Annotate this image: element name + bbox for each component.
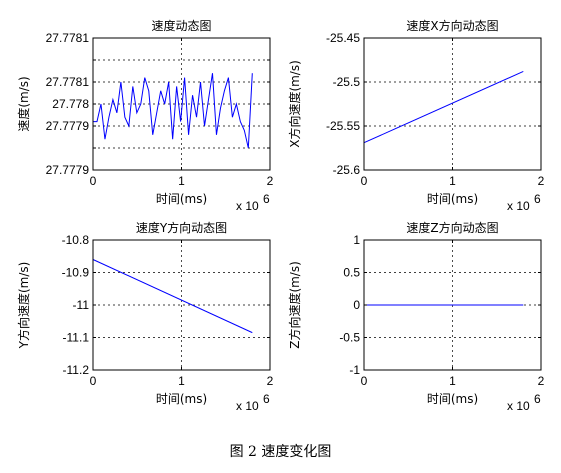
x-tick-label: 2 [267,174,274,188]
x-tick-label: 2 [538,174,545,188]
chart-title: 速度X方向动态图 [406,18,498,33]
x-tick-label: 1 [178,174,185,188]
y-tick-label: 27.778 [52,97,89,111]
chart-3: 0 1 2 -11.2 -11.1 -11 -10.9 -10.8 速度Y方向动态图时间(ms)… [16,220,274,413]
y-axis-label: X方向速度(m/s) [287,60,302,148]
x-axis-label: 时间(ms) [427,192,478,206]
series-line [93,73,253,149]
y-tick-label: 27.7781 [46,31,90,45]
x-tick-label: 1 [178,374,185,388]
y-tick-label: -11.2 [63,363,90,377]
y-axis-label: Z方向速度(m/s) [287,261,302,349]
chart-1: 0 1 2 27.7779 27.7779 27.778 27.7781 27.7781 速度动… [16,18,274,213]
x-tick-label: 2 [538,374,545,388]
x-exponent-label: x 10 [236,199,259,213]
x-tick-label: 1 [449,374,456,388]
y-tick-label: -1 [349,363,360,377]
x-axis-label: 时间(ms) [156,192,207,206]
x-exponent-label: x 10 [507,399,530,413]
x-tick-label: 0 [361,374,368,388]
y-tick-label: -10.8 [62,233,90,247]
x-exponent-label: x 10 [236,399,259,413]
x-axis-label: 时间(ms) [427,392,478,406]
x-exponent-power: 6 [263,192,270,206]
y-tick-label: 0.5 [343,266,360,280]
y-tick-label: -25.45 [326,31,360,45]
chart-title: 速度Y方向动态图 [136,220,227,235]
series-line [92,259,253,334]
y-tick-label: 27.7779 [46,163,90,177]
chart-title: 速度动态图 [151,18,211,33]
x-tick-label: 0 [90,374,97,388]
x-tick-label: 0 [361,174,368,188]
y-tick-label: -25.5 [333,75,361,89]
y-tick-label: 27.7781 [46,75,90,89]
y-tick-label: 0 [353,298,360,312]
x-tick-label: 1 [449,174,456,188]
y-tick-label: -11.1 [63,331,90,345]
y-tick-label: -25.55 [326,119,360,133]
series-line [363,70,524,144]
y-tick-label: -25.6 [333,163,361,177]
y-axis-label: Y方向速度(m/s) [16,262,31,350]
y-tick-label: 27.7779 [46,119,90,133]
x-exponent-power: 6 [263,392,270,406]
x-exponent-power: 6 [534,392,541,406]
x-tick-label: 2 [267,374,274,388]
x-tick-label: 0 [90,174,97,188]
x-exponent-label: x 10 [507,199,530,213]
y-tick-label: -11 [73,298,90,312]
chart-title: 速度Z方向动态图 [406,220,498,235]
y-tick-label: 1 [353,233,360,247]
y-tick-label: -10.9 [62,266,90,280]
y-axis-label: 速度(m/s) [16,76,31,131]
x-exponent-power: 6 [534,192,541,206]
figure-caption: 图 2 速度变化图 [229,444,332,460]
y-tick-label: -0.5 [339,331,360,345]
x-axis-label: 时间(ms) [156,392,207,406]
